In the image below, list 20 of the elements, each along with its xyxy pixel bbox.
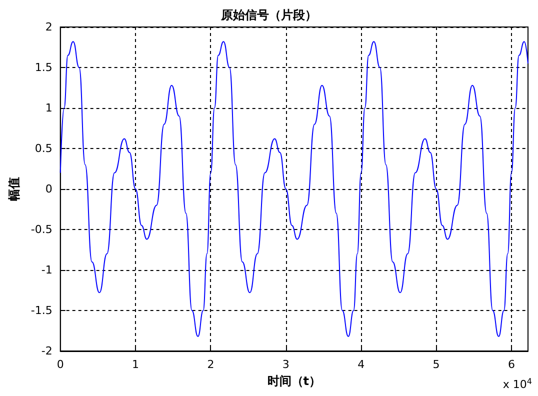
y-tick-label: -1.5 <box>30 304 52 317</box>
y-axis-title: 幅值 <box>7 177 21 201</box>
y-tick-label: -0.5 <box>30 223 52 236</box>
x-tick-label: 4 <box>358 358 365 371</box>
x-tick-label: 1 <box>132 358 140 371</box>
x-tick-label: 0 <box>56 358 64 371</box>
y-tick-label: 2 <box>45 20 52 34</box>
x-tick-label: 6 <box>508 358 515 371</box>
y-tick-label: 1.5 <box>34 61 52 74</box>
y-tick-label: 1 <box>45 102 52 114</box>
x-axis-title: 时间（t） <box>267 374 322 388</box>
y-tick-label: 0 <box>45 182 52 196</box>
x-tick-label: 3 <box>282 358 290 371</box>
chart-title: 原始信号（片段） <box>220 8 317 22</box>
x-tick-label: 5 <box>432 358 440 371</box>
x-tick-label: 2 <box>207 358 214 371</box>
y-tick-label: -2 <box>41 344 52 358</box>
line-series <box>60 41 528 337</box>
y-tick-label: 0.5 <box>34 142 52 155</box>
y-tick-label: -1 <box>41 264 52 276</box>
